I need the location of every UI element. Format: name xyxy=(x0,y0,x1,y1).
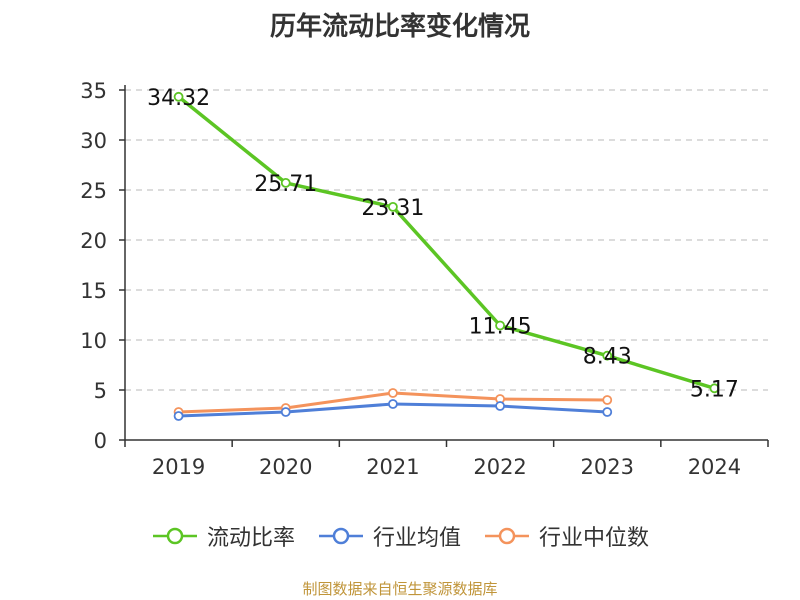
chart-title: 历年流动比率变化情况 xyxy=(269,12,530,42)
data-label: 5.17 xyxy=(690,377,739,402)
y-tick-label: 35 xyxy=(80,79,107,103)
data-point[interactable] xyxy=(602,350,613,361)
data-point[interactable] xyxy=(602,407,613,417)
legend-marker-industry-mean xyxy=(318,527,363,545)
y-tick-label: 20 xyxy=(80,229,107,253)
legend-item-industry-median[interactable]: 行业中位数 xyxy=(483,520,649,552)
data-point[interactable] xyxy=(495,401,505,411)
y-tick-label: 5 xyxy=(94,379,107,403)
data-point[interactable] xyxy=(709,383,720,394)
data-label: 23.31 xyxy=(361,196,424,221)
data-point[interactable] xyxy=(388,388,398,398)
data-label: 11.45 xyxy=(469,315,532,340)
legend-label-current-ratio: 流动比率 xyxy=(206,526,295,551)
y-tick-label: 0 xyxy=(94,429,107,453)
data-point[interactable] xyxy=(280,177,291,188)
y-tick-label: 30 xyxy=(80,129,107,153)
legend-marker-current-ratio xyxy=(152,527,197,545)
data-point[interactable] xyxy=(173,411,184,421)
series-lines xyxy=(173,91,720,421)
series-line xyxy=(177,95,715,390)
x-tick-label: 2019 xyxy=(152,455,205,479)
x-tick-label: 2021 xyxy=(366,455,419,479)
x-tick-label: 2020 xyxy=(259,455,312,479)
x-tick-label: 2022 xyxy=(473,455,526,479)
data-point[interactable] xyxy=(388,399,398,409)
data-labels: 34.32 25.71 23.31 11.45 8.43 5.17 xyxy=(147,86,739,402)
data-label: 8.43 xyxy=(583,345,632,370)
data-label: 25.71 xyxy=(254,172,317,197)
legend-label-industry-mean: 行业均值 xyxy=(372,526,461,551)
data-point[interactable] xyxy=(495,320,505,331)
y-tick-label: 10 xyxy=(80,329,107,353)
y-tick-label: 15 xyxy=(80,279,107,303)
data-point[interactable] xyxy=(280,407,291,417)
legend-item-industry-mean[interactable]: 行业均值 xyxy=(317,520,461,552)
axes: 0 5 10 15 20 25 30 35 2019 2020 2021 2022 2023 2024 xyxy=(80,79,769,479)
data-point[interactable] xyxy=(602,395,613,405)
source-note: 制图数据来自恒生聚源数据库 xyxy=(302,580,498,598)
x-tick-label: 2023 xyxy=(581,455,634,479)
x-tick-label: 2024 xyxy=(688,455,741,479)
legend: 流动比率 行业均值 行业中位数 xyxy=(0,520,800,552)
legend-label-industry-median: 行业中位数 xyxy=(539,526,650,551)
legend-item-current-ratio[interactable]: 流动比率 xyxy=(151,520,295,552)
grid-lines xyxy=(125,89,768,391)
data-point[interactable] xyxy=(173,91,184,102)
data-label: 34.32 xyxy=(147,86,210,111)
y-tick-label: 25 xyxy=(80,179,107,203)
data-point[interactable] xyxy=(388,201,398,212)
legend-marker-industry-median xyxy=(485,527,529,545)
